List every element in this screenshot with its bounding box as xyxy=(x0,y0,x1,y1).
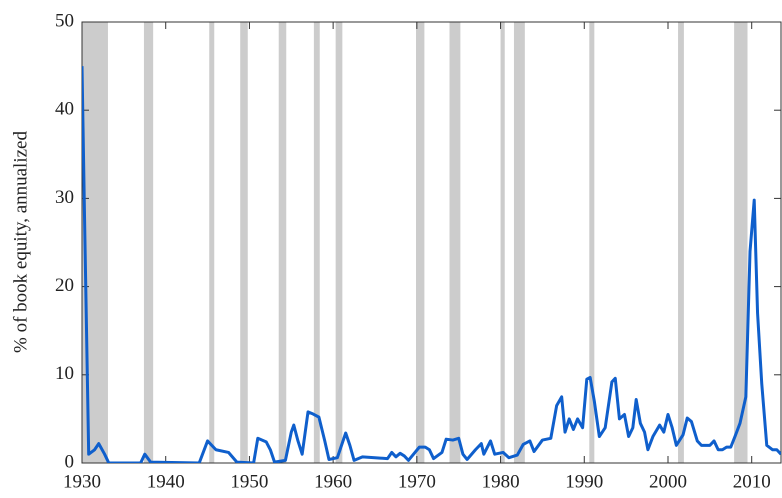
x-tick-label: 1990 xyxy=(565,471,603,492)
data-line xyxy=(82,66,781,463)
recession-band xyxy=(449,22,461,463)
x-tick-label: 2010 xyxy=(733,471,771,492)
x-tick-label: 1960 xyxy=(314,471,352,492)
x-tick-label: 2000 xyxy=(649,471,687,492)
recession-band xyxy=(278,22,287,463)
y-tick-label: 50 xyxy=(55,10,74,31)
x-tick-label: 1980 xyxy=(482,471,520,492)
recession-band xyxy=(143,22,154,463)
x-tick-label: 1930 xyxy=(63,471,101,492)
x-tick-label: 1940 xyxy=(147,471,185,492)
y-tick-label: 10 xyxy=(55,363,74,384)
recession-band xyxy=(500,22,505,463)
recession-band xyxy=(678,22,684,463)
x-tick-label: 1950 xyxy=(230,471,268,492)
y-tick-label: 20 xyxy=(55,275,74,296)
recession-band xyxy=(734,22,748,463)
recession-band xyxy=(589,22,595,463)
y-tick-label: 30 xyxy=(55,187,74,208)
y-axis-label: % of book equity, annualized xyxy=(10,131,31,353)
recession-band xyxy=(313,22,320,463)
y-tick-label: 40 xyxy=(55,99,74,120)
recession-band xyxy=(335,22,343,463)
recession-band xyxy=(240,22,248,463)
x-tick-label: 1970 xyxy=(398,471,436,492)
recession-band xyxy=(416,22,425,463)
recession-band xyxy=(209,22,215,463)
plot-frame xyxy=(81,21,782,464)
y-tick-label: 0 xyxy=(65,451,75,472)
recession-band xyxy=(513,22,525,463)
